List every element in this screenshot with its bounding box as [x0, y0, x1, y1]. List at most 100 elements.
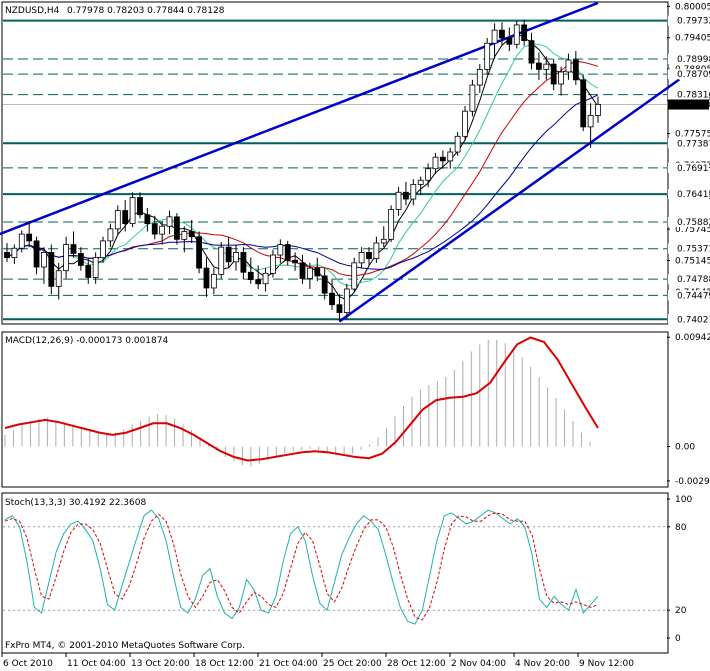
level-lines [3, 19, 667, 321]
level-label: 0.76917 [677, 164, 710, 174]
level-label-bg [668, 274, 709, 285]
candle-body [314, 267, 321, 277]
time-tick-label: 11 Oct 04:00 [67, 659, 126, 669]
level-label: 0.74479 [677, 291, 710, 301]
lower-trend-line [338, 141, 592, 323]
level-label: 0.75882 [677, 218, 710, 228]
candle-body [11, 247, 18, 259]
candle-body [595, 104, 601, 116]
candle-body [203, 267, 210, 289]
candle-body [447, 151, 454, 162]
candle-body [358, 252, 365, 264]
stoch-tick-label: 100 [675, 495, 692, 505]
candles [4, 19, 601, 322]
candle-body [432, 156, 439, 170]
level-label-bg [668, 216, 709, 227]
candle-body [454, 135, 461, 153]
candle-body [233, 252, 239, 263]
candle-body [425, 168, 431, 181]
candle-body [580, 79, 587, 128]
time-tick-label: 28 Oct 12:00 [387, 659, 446, 669]
candle-body [174, 216, 180, 240]
candle-body [587, 114, 594, 128]
candle-body [565, 59, 572, 73]
level-label: 0.78998 [677, 55, 710, 65]
time-tick-label: 9 Nov 12:00 [579, 659, 634, 669]
level-labels: 0.79732 0.78998 0.78709 0.78316 0.77387 0.769… [668, 15, 710, 325]
candle-body [159, 225, 166, 235]
level-label: 0.74788 [677, 275, 710, 285]
candle-body [306, 267, 313, 279]
candle-body [18, 233, 25, 249]
candle-body [403, 191, 409, 200]
price-tick-label: 0.79405 [675, 34, 710, 44]
stoch-tick-label: 0 [675, 634, 681, 644]
level-label-bg [668, 162, 709, 173]
candle-body [129, 197, 136, 225]
candle-body [181, 231, 188, 240]
stoch-main-line [4, 509, 599, 625]
candle-body [114, 210, 121, 230]
time-axis: 6 Oct 2010 11 Oct 04:00 13 Oct 20:00 18 Oct… [1, 653, 634, 669]
time-tick-label: 6 Oct 2010 [3, 659, 53, 669]
candle-body [77, 253, 84, 266]
candle-body [196, 236, 202, 269]
candle-body [33, 240, 40, 268]
candle-body [144, 214, 151, 225]
price-title: NZDUSD,H4 [5, 6, 60, 16]
trendlines [0, 1, 680, 323]
candle-body [277, 244, 284, 256]
candle-body [373, 242, 380, 260]
candle-body [137, 197, 143, 216]
level-label-bg [668, 15, 709, 26]
stoch-signal-line [4, 512, 599, 621]
candle-body [536, 62, 542, 70]
time-tick-label: 2 Nov 04:00 [451, 659, 506, 669]
candle-body [521, 24, 528, 42]
candle-body [380, 238, 387, 244]
candle-body [366, 252, 372, 260]
candle-body [543, 63, 550, 70]
time-tick-label: 4 Nov 20:00 [515, 659, 570, 669]
candle-body [558, 71, 564, 85]
macd-histogram [4, 339, 591, 467]
level-label-bg [668, 138, 709, 149]
current-price-label: 0.78128 [677, 101, 710, 111]
level-label: 0.79732 [677, 17, 710, 27]
lower-trend-extension [589, 78, 680, 144]
candle-body [343, 288, 350, 313]
candle-body [41, 252, 47, 268]
candle-body [188, 231, 195, 238]
candle-body [513, 24, 520, 45]
candle-body [469, 84, 476, 112]
macd-panel-frame [1, 331, 669, 488]
time-tick-label: 13 Oct 20:00 [131, 659, 190, 669]
candle-body [225, 246, 232, 263]
candle-body [55, 270, 62, 287]
time-tick-label: 25 Oct 20:00 [323, 659, 382, 669]
candle-body [262, 272, 269, 285]
candle-body [107, 228, 114, 242]
stoch-panel: 100 80 20 0 Stoch(13,3,3) 30.4192 22.3608 F… [1, 492, 692, 654]
level-label: 0.75371 [677, 245, 710, 255]
level-label-bg [668, 54, 709, 65]
level-label-bg [668, 69, 709, 80]
candle-body [4, 252, 10, 259]
candle-body [410, 184, 417, 200]
upper-channel-line [0, 1, 599, 236]
candle-body [462, 110, 468, 137]
macd-title: MACD(12,26,9) -0.000173 0.001874 [5, 336, 168, 346]
ohlc-readout: 0.77978 0.78203 0.77844 0.78128 [67, 6, 225, 16]
level-label-bg [668, 290, 709, 301]
price-tick-label: 0.80005 [675, 2, 710, 12]
level-label-bg [668, 314, 709, 325]
candle-body [240, 252, 247, 273]
level-label: 0.74021 [677, 315, 710, 325]
candle-body [210, 273, 217, 289]
stoch-title: Stoch(13,3,3) 30.4192 22.3608 [5, 498, 146, 508]
level-label: 0.76415 [677, 190, 710, 200]
candle-body [491, 29, 498, 44]
